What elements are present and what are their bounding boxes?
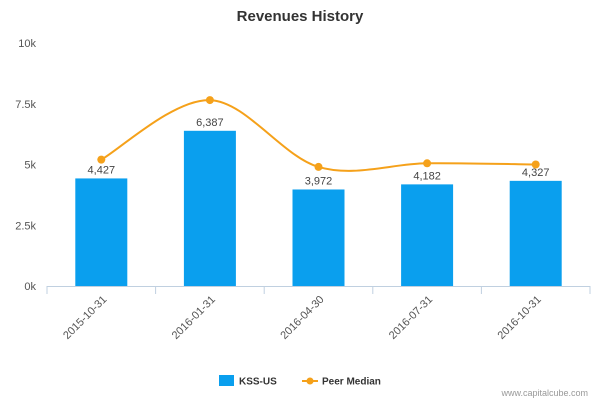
- y-tick-label: 2.5k: [15, 220, 36, 232]
- bar-data-label: 6,387: [196, 117, 224, 129]
- peer-median-point: [423, 159, 432, 168]
- y-tick-label: 7.5k: [15, 99, 36, 111]
- legend-swatch-kss: [219, 375, 234, 386]
- credit-text: www.capitalcube.com: [500, 388, 588, 398]
- bar: [183, 130, 236, 286]
- bar: [292, 189, 345, 286]
- peer-median-point: [314, 162, 323, 171]
- peer-median-point: [97, 155, 106, 164]
- line-series: [97, 96, 540, 172]
- bar: [401, 184, 454, 286]
- peer-median-line: [100, 99, 536, 172]
- y-tick-label: 10k: [18, 38, 36, 50]
- x-axis: 2015-10-31 2016-01-31 2016-04-30 2016-07-31…: [46, 286, 591, 342]
- legend-label-kss: KSS-US: [239, 377, 277, 388]
- peer-median-point: [531, 160, 540, 169]
- bar: [509, 180, 562, 286]
- legend: KSS-US Peer Median: [219, 375, 381, 388]
- x-tick-label: 2016-07-31: [387, 294, 435, 342]
- y-axis: 0k 2.5k 5k 7.5k 10k: [15, 38, 36, 293]
- bar-data-label: 3,972: [305, 175, 333, 187]
- bar-data-label: 4,427: [88, 164, 116, 176]
- bar-data-label: 4,327: [522, 167, 550, 179]
- legend-label-peer: Peer Median: [322, 377, 381, 388]
- legend-swatch-peer-marker: [306, 377, 314, 385]
- x-tick-label: 2015-10-31: [61, 294, 109, 342]
- x-tick-label: 2016-10-31: [496, 294, 544, 342]
- x-tick-label: 2016-04-30: [278, 294, 326, 342]
- peer-median-point: [205, 96, 214, 105]
- y-tick-label: 0k: [24, 281, 36, 293]
- x-tick-label: 2016-01-31: [170, 294, 218, 342]
- bar-series: 4,427 6,387 3,972 4,182 4,327: [75, 117, 562, 286]
- bar: [75, 178, 128, 286]
- y-tick-label: 5k: [24, 160, 36, 172]
- chart-title: Revenues History: [237, 8, 364, 25]
- bar-data-label: 4,182: [413, 170, 441, 182]
